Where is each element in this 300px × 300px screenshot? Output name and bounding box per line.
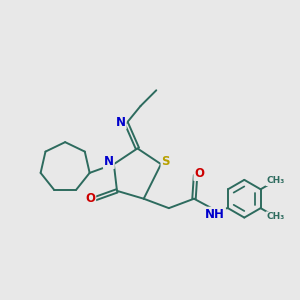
Text: S: S — [161, 155, 170, 168]
Text: CH₃: CH₃ — [266, 212, 284, 221]
Text: NH: NH — [205, 208, 225, 220]
Text: N: N — [116, 116, 126, 128]
Text: CH₃: CH₃ — [266, 176, 284, 185]
Text: N: N — [104, 155, 114, 168]
Text: O: O — [194, 167, 204, 180]
Text: O: O — [85, 192, 95, 205]
